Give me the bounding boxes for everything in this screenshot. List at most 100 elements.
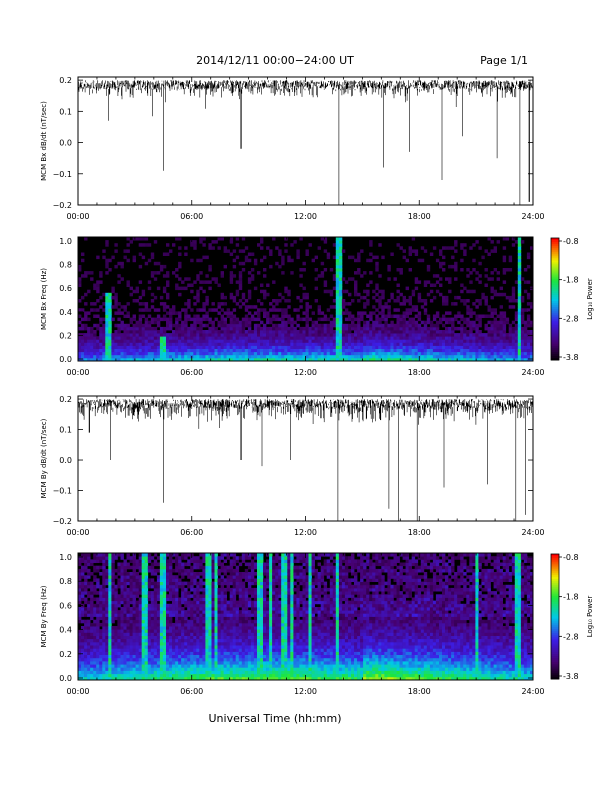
spectrogram-cell bbox=[217, 320, 221, 325]
spectrogram-cell bbox=[266, 354, 270, 359]
spectrogram-cell bbox=[99, 657, 103, 662]
spectrogram-cell bbox=[305, 314, 309, 318]
spectrogram-cell bbox=[247, 345, 252, 349]
spectrogram-cell bbox=[338, 314, 343, 318]
spectrogram-cell bbox=[250, 357, 255, 362]
spectrogram-cell bbox=[181, 664, 185, 668]
spectrogram-cell bbox=[478, 320, 482, 325]
spectrogram-cell bbox=[102, 664, 106, 668]
spectrogram-cell bbox=[393, 357, 397, 362]
colorbar-step bbox=[551, 355, 559, 359]
spectrogram-cell bbox=[96, 299, 100, 303]
spectrogram-cell bbox=[108, 603, 112, 608]
spectrogram-cell bbox=[220, 670, 224, 675]
spectrogram-cell bbox=[175, 645, 179, 649]
spectrogram-cell bbox=[150, 305, 155, 309]
spectrogram-cell bbox=[372, 289, 376, 294]
spectrogram-cell bbox=[159, 616, 164, 621]
spectrogram-cell bbox=[211, 323, 215, 328]
spectrogram-cell bbox=[84, 613, 88, 617]
spectrogram-cell bbox=[166, 667, 170, 671]
spectrogram-cell bbox=[87, 610, 91, 614]
spectrogram-cell bbox=[266, 292, 270, 297]
spectrogram-cell bbox=[263, 336, 267, 340]
spectrogram-cell bbox=[435, 323, 440, 328]
spectrogram-cell bbox=[314, 333, 318, 337]
spectrogram-cell bbox=[320, 357, 325, 362]
spectrogram-cell bbox=[211, 603, 215, 608]
spectrogram-cell bbox=[508, 348, 513, 353]
colorbar-step bbox=[551, 244, 559, 247]
spectrogram-cell bbox=[511, 243, 516, 247]
spectrogram-cell bbox=[187, 562, 191, 567]
spectrogram-cell bbox=[78, 607, 82, 611]
spectrogram-cell bbox=[108, 317, 112, 322]
spectrogram-cell bbox=[120, 336, 124, 340]
spectrogram-cell bbox=[111, 286, 115, 291]
spectrogram-cell bbox=[299, 354, 303, 359]
spectrogram-cell bbox=[475, 339, 479, 343]
spectrogram-cell bbox=[156, 345, 161, 349]
spectrogram-cell bbox=[105, 673, 109, 678]
spectrogram-cell bbox=[287, 348, 291, 353]
spectrogram-cell bbox=[502, 268, 507, 272]
spectrogram-cell bbox=[351, 320, 355, 325]
spectrogram-cell bbox=[363, 323, 367, 328]
spectrogram-cell bbox=[108, 311, 112, 315]
spectrogram-cell bbox=[241, 261, 246, 266]
spectrogram-cell bbox=[117, 648, 121, 652]
spectrogram-cell bbox=[335, 286, 340, 291]
spectrogram-cell bbox=[214, 326, 218, 331]
spectrogram-cell bbox=[220, 657, 224, 662]
spectrogram-cell bbox=[384, 305, 388, 309]
spectrogram-cell bbox=[308, 336, 312, 340]
spectrogram-cell bbox=[257, 345, 261, 349]
spectrogram-cell bbox=[432, 274, 437, 278]
spectrogram-cell bbox=[457, 351, 461, 356]
spectrogram-cell bbox=[417, 292, 422, 297]
spectrogram-cell bbox=[214, 657, 218, 662]
spectrogram-cell bbox=[193, 638, 197, 643]
spectrogram-cell bbox=[138, 632, 143, 636]
spectrogram-cell bbox=[199, 610, 203, 614]
spectrogram-cell bbox=[463, 351, 467, 356]
spectrogram-cell bbox=[217, 336, 221, 340]
spectrogram-cell bbox=[181, 635, 185, 640]
spectrogram-cell bbox=[187, 673, 191, 678]
spectrogram-cell bbox=[344, 280, 349, 284]
spectrogram-cell bbox=[93, 354, 97, 359]
spectrogram-cell bbox=[150, 603, 155, 608]
spectrogram-cell bbox=[411, 333, 416, 337]
spectrogram-cell bbox=[105, 616, 109, 621]
spectrogram-cell bbox=[123, 622, 127, 627]
spectrogram-cell bbox=[90, 594, 94, 598]
spectrogram-cell bbox=[338, 299, 343, 303]
spectrogram-cell bbox=[442, 246, 446, 250]
spectrogram-cell bbox=[275, 333, 279, 337]
spectrogram-cell bbox=[402, 345, 406, 349]
spectrogram-cell bbox=[175, 651, 179, 655]
spectrogram-cell bbox=[214, 632, 218, 636]
spectrogram-cell bbox=[178, 632, 182, 636]
spectrogram-cell bbox=[278, 336, 282, 340]
spectrogram-cell bbox=[123, 348, 127, 353]
spectrogram-cell bbox=[357, 311, 361, 315]
spectrogram-cell bbox=[484, 249, 488, 253]
spectrogram-cell bbox=[299, 268, 303, 272]
spectrogram-cell bbox=[302, 333, 306, 337]
spectrogram-cell bbox=[184, 336, 188, 340]
spectrogram-cell bbox=[396, 308, 400, 312]
spectrogram-cell bbox=[129, 591, 133, 595]
spectrogram-cell bbox=[87, 572, 91, 576]
spectrogram-cell bbox=[263, 295, 267, 300]
spectrogram-cell bbox=[399, 336, 403, 340]
spectrogram-cell bbox=[399, 357, 403, 362]
spectrogram-cell bbox=[414, 323, 419, 328]
spectrogram-cell bbox=[169, 622, 173, 627]
spectrogram-cell bbox=[226, 314, 230, 318]
spectrogram-cell bbox=[166, 295, 170, 300]
spectrogram-cell bbox=[238, 305, 243, 309]
spectrogram-cell bbox=[281, 255, 285, 260]
colorbar-frame bbox=[550, 237, 560, 361]
spectrogram-cell bbox=[296, 323, 300, 328]
